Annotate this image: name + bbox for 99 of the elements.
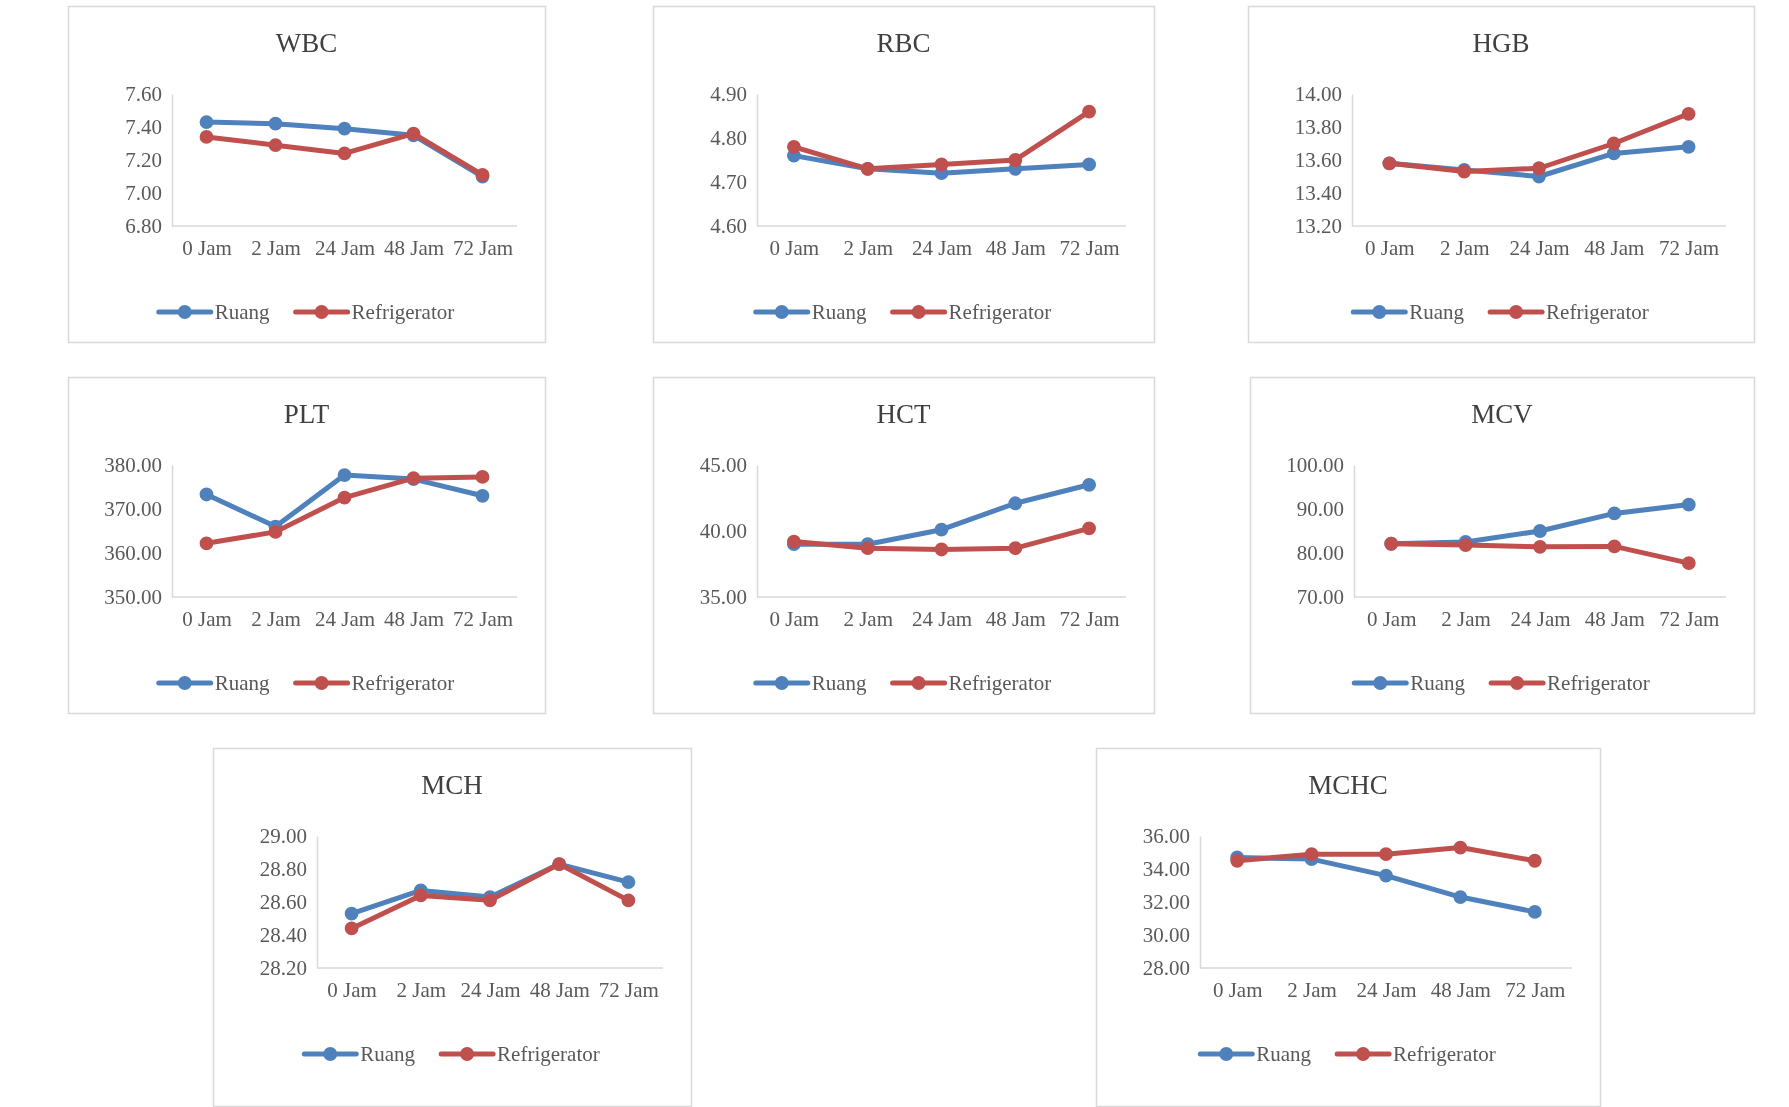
y-tick-label: 29.00 xyxy=(259,824,307,849)
y-tick-label: 4.90 xyxy=(710,82,747,107)
x-tick-label: 24 Jam xyxy=(911,606,973,631)
x-tick-label: 2 Jam xyxy=(396,977,447,1002)
y-tick-label: 36.00 xyxy=(1142,824,1190,849)
x-tick-label: 0 Jam xyxy=(769,235,820,260)
legend-label: Ruang xyxy=(1256,1042,1312,1066)
y-tick-label: 80.00 xyxy=(1296,541,1344,566)
x-tick-label: 24 Jam xyxy=(1509,235,1570,260)
x-tick-label: 72 Jam xyxy=(1059,606,1120,631)
chart-title: HGB xyxy=(1472,28,1530,58)
x-tick-label: 0 Jam xyxy=(1366,606,1417,631)
y-tick-label: 7.00 xyxy=(125,181,162,206)
x-tick-label: 0 Jam xyxy=(1365,235,1415,260)
y-tick-label: 350.00 xyxy=(104,585,162,610)
x-tick-label: 0 Jam xyxy=(1212,977,1263,1002)
x-tick-label: 48 Jam xyxy=(985,235,1046,260)
x-tick-label: 2 Jam xyxy=(251,606,301,631)
x-tick-label: 72 Jam xyxy=(1659,606,1720,631)
x-tick-label: 48 Jam xyxy=(985,606,1046,631)
chart-title: WBC xyxy=(275,28,338,58)
y-tick-label: 360.00 xyxy=(104,541,162,566)
y-tick-label: 45.00 xyxy=(699,453,747,478)
legend-label: Refrigerator xyxy=(1393,1042,1496,1066)
y-tick-label: 4.70 xyxy=(710,170,747,195)
chart-title: MCHC xyxy=(1308,770,1388,800)
y-tick-label: 28.80 xyxy=(259,857,307,882)
y-tick-label: 4.60 xyxy=(710,214,747,239)
chart-title: PLT xyxy=(283,399,330,429)
x-tick-label: 48 Jam xyxy=(1430,977,1491,1002)
x-tick-label: 48 Jam xyxy=(1584,606,1645,631)
legend-label: Refrigerator xyxy=(1547,671,1650,695)
x-tick-label: 2 Jam xyxy=(1439,235,1490,260)
legend-label: Ruang xyxy=(1409,300,1465,324)
y-tick-label: 7.20 xyxy=(125,148,162,173)
x-tick-label: 24 Jam xyxy=(460,977,521,1002)
y-tick-label: 380.00 xyxy=(104,453,162,478)
x-tick-label: 0 Jam xyxy=(182,235,232,260)
x-tick-label: 2 Jam xyxy=(251,235,301,260)
y-tick-label: 6.80 xyxy=(125,214,162,239)
x-tick-label: 2 Jam xyxy=(1441,606,1491,631)
legend-label: Ruang xyxy=(214,300,271,324)
y-tick-label: 30.00 xyxy=(1142,923,1190,948)
x-tick-label: 72 Jam xyxy=(1659,235,1720,260)
y-tick-label: 90.00 xyxy=(1296,497,1344,522)
y-tick-label: 28.00 xyxy=(1142,956,1190,981)
x-tick-label: 0 Jam xyxy=(769,606,820,631)
y-tick-label: 34.00 xyxy=(1142,857,1190,882)
x-tick-label: 24 Jam xyxy=(314,235,376,260)
y-tick-label: 13.40 xyxy=(1294,181,1342,206)
x-tick-label: 24 Jam xyxy=(1510,606,1571,631)
legend-label: Refrigerator xyxy=(351,671,455,695)
x-tick-label: 48 Jam xyxy=(383,606,445,631)
y-tick-label: 4.80 xyxy=(710,126,747,151)
y-tick-label: 28.20 xyxy=(259,956,307,981)
legend-label: Ruang xyxy=(1410,671,1466,695)
y-tick-label: 7.60 xyxy=(125,82,162,107)
x-tick-label: 72 Jam xyxy=(452,606,514,631)
legend-label: Ruang xyxy=(811,300,868,324)
y-tick-label: 7.40 xyxy=(125,115,162,140)
x-tick-label: 24 Jam xyxy=(1356,977,1417,1002)
x-tick-label: 2 Jam xyxy=(843,235,893,260)
y-tick-label: 370.00 xyxy=(104,497,162,522)
legend-label: Ruang xyxy=(811,671,868,695)
legend-label: Refrigerator xyxy=(497,1042,600,1066)
y-tick-label: 28.60 xyxy=(259,890,307,915)
x-tick-label: 24 Jam xyxy=(911,235,973,260)
y-tick-label: 14.00 xyxy=(1294,82,1342,107)
y-tick-label: 100.00 xyxy=(1286,453,1344,478)
x-tick-label: 72 Jam xyxy=(1505,977,1566,1002)
chart-title: HCT xyxy=(876,399,932,429)
x-tick-label: 2 Jam xyxy=(1287,977,1337,1002)
chart-title: MCH xyxy=(421,770,483,800)
y-tick-label: 35.00 xyxy=(699,585,747,610)
legend-label: Ruang xyxy=(360,1042,416,1066)
chart-title: MCV xyxy=(1471,399,1534,429)
y-tick-label: 13.20 xyxy=(1294,214,1342,239)
legend-label: Refrigerator xyxy=(1546,300,1649,324)
y-tick-label: 13.60 xyxy=(1294,148,1342,173)
y-tick-label: 32.00 xyxy=(1142,890,1190,915)
legend-label: Ruang xyxy=(214,671,271,695)
y-tick-label: 70.00 xyxy=(1296,585,1344,610)
x-tick-label: 48 Jam xyxy=(1584,235,1645,260)
legend-label: Refrigerator xyxy=(948,300,1052,324)
x-tick-label: 48 Jam xyxy=(529,977,590,1002)
legend-label: Refrigerator xyxy=(351,300,455,324)
x-tick-label: 72 Jam xyxy=(1059,235,1120,260)
y-tick-label: 28.40 xyxy=(259,923,307,948)
x-tick-label: 0 Jam xyxy=(327,977,377,1002)
x-tick-label: 72 Jam xyxy=(452,235,514,260)
y-tick-label: 40.00 xyxy=(699,519,747,544)
x-tick-label: 72 Jam xyxy=(598,977,659,1002)
legend-label: Refrigerator xyxy=(948,671,1052,695)
chart-title: RBC xyxy=(876,28,931,58)
y-tick-label: 13.80 xyxy=(1294,115,1342,140)
x-tick-label: 2 Jam xyxy=(843,606,893,631)
x-tick-label: 0 Jam xyxy=(182,606,232,631)
x-tick-label: 24 Jam xyxy=(314,606,376,631)
x-tick-label: 48 Jam xyxy=(383,235,445,260)
